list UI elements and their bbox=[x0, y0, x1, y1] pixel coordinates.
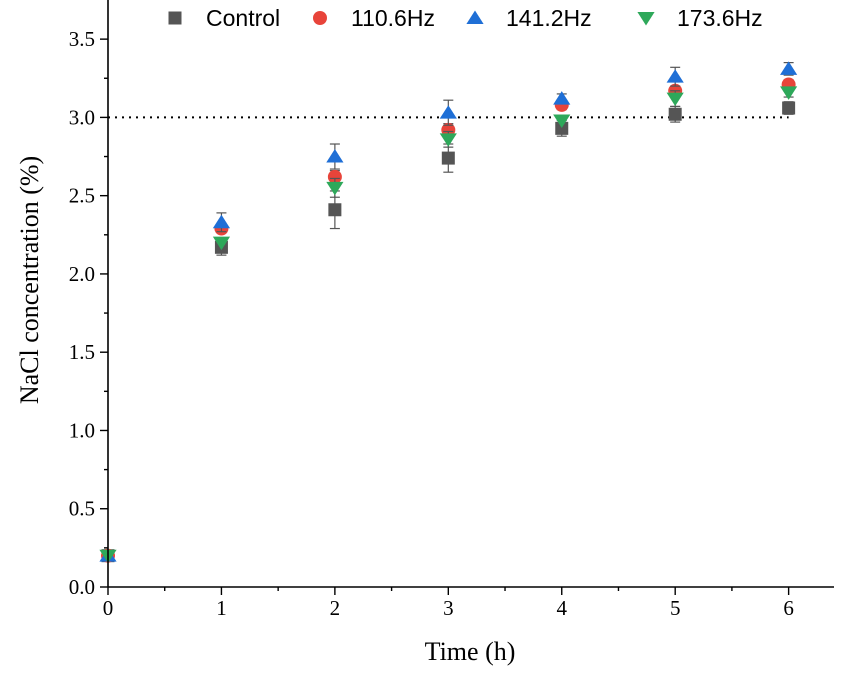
y-tick-label: 0.5 bbox=[69, 497, 95, 521]
data-point bbox=[327, 169, 342, 184]
y-tick-label: 1.0 bbox=[69, 418, 95, 442]
series-173-6hz bbox=[99, 86, 798, 564]
data-point bbox=[782, 101, 796, 115]
legend-marker bbox=[168, 11, 182, 25]
legend-marker bbox=[637, 12, 655, 26]
legend-label: 110.6Hz bbox=[351, 5, 435, 31]
data-point bbox=[666, 69, 684, 83]
data-point bbox=[439, 105, 457, 119]
data-point bbox=[553, 91, 571, 105]
legend-label: Control bbox=[206, 5, 280, 31]
y-tick-label: 2.5 bbox=[69, 184, 95, 208]
x-tick-label: 3 bbox=[443, 596, 454, 620]
data-point bbox=[212, 236, 231, 251]
data-point bbox=[212, 214, 231, 229]
y-tick-label: 2.0 bbox=[69, 262, 95, 286]
legend-label: 141.2Hz bbox=[506, 5, 592, 31]
x-tick-label: 4 bbox=[557, 596, 568, 620]
legend-marker bbox=[466, 10, 484, 24]
legend-marker bbox=[313, 11, 327, 25]
data-point bbox=[439, 133, 457, 147]
data-point bbox=[666, 92, 684, 107]
x-tick-label: 0 bbox=[103, 596, 114, 620]
data-point bbox=[668, 107, 682, 121]
y-tick-label: 0.0 bbox=[69, 575, 95, 599]
x-tick-label: 2 bbox=[330, 596, 341, 620]
data-point bbox=[780, 86, 798, 100]
series-control bbox=[101, 101, 796, 563]
data-point bbox=[780, 61, 798, 75]
plot-area bbox=[99, 61, 798, 564]
y-tick-label: 3.5 bbox=[69, 27, 95, 51]
legend: Control 110.6Hz 141.2Hz 173.6Hz bbox=[168, 5, 763, 31]
data-point bbox=[326, 181, 344, 196]
axes: 0 1 2 3 4 5 6 0.0 0.5 1.0 1.5 2.0 2.5 3.0 3.5 bbox=[69, 0, 834, 620]
legend-label: 173.6Hz bbox=[677, 5, 763, 31]
x-tick-label: 6 bbox=[783, 596, 794, 620]
y-tick-label: 1.5 bbox=[69, 340, 95, 364]
data-point bbox=[326, 149, 344, 163]
x-axis-title: Time (h) bbox=[425, 637, 516, 666]
data-point bbox=[328, 203, 342, 217]
data-point bbox=[441, 151, 455, 165]
y-tick-label: 3.0 bbox=[69, 105, 95, 129]
y-axis-title: NaCl concentration (%) bbox=[15, 156, 44, 404]
x-tick-label: 5 bbox=[670, 596, 681, 620]
data-point bbox=[553, 114, 571, 129]
x-tick-label: 1 bbox=[216, 596, 227, 620]
